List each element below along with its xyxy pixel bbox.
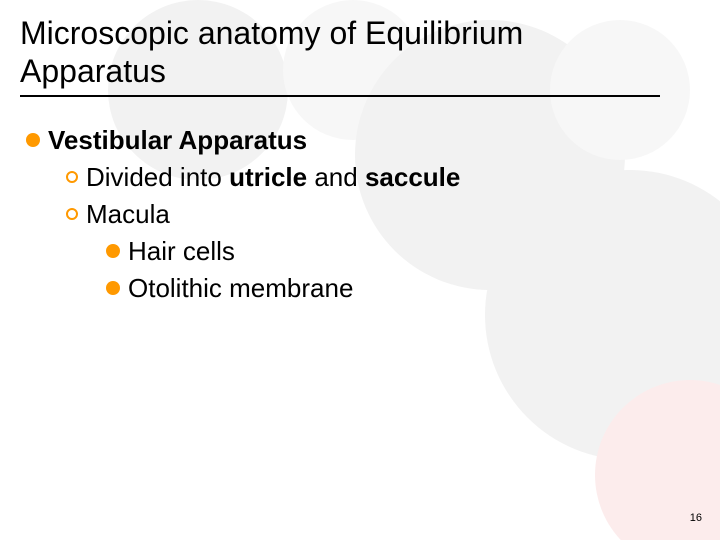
title-line-2: Apparatus (20, 53, 166, 89)
bullet-lvl2-a-text: Divided into utricle and saccule (86, 160, 460, 195)
slide-title: Microscopic anatomy of Equilibrium Appar… (20, 14, 700, 91)
bullet-lvl3-b-text: Otolithic membrane (128, 271, 353, 306)
bullet-lvl2-b: Macula (20, 197, 700, 232)
bullet-lvl3-a: Hair cells (20, 234, 700, 269)
bullet-lvl1-text: Vestibular Apparatus (48, 123, 307, 158)
page-number: 16 (690, 512, 702, 524)
bullet-lvl3-a-text: Hair cells (128, 234, 235, 269)
text-fragment: Divided into (86, 162, 229, 192)
title-line-1: Microscopic anatomy of Equilibrium (20, 15, 523, 51)
disc-bullet-icon (106, 244, 120, 258)
text-fragment: and (307, 162, 365, 192)
text-fragment-bold: utricle (229, 162, 307, 192)
bullet-list: Vestibular Apparatus Divided into utricl… (20, 123, 700, 306)
bullet-lvl2-a: Divided into utricle and saccule (20, 160, 700, 195)
circle-bullet-icon (66, 171, 78, 183)
title-underline (20, 95, 660, 97)
disc-bullet-icon (106, 281, 120, 295)
slide-content: Microscopic anatomy of Equilibrium Appar… (0, 0, 720, 306)
text-fragment-bold: saccule (365, 162, 460, 192)
bullet-lvl3-b: Otolithic membrane (20, 271, 700, 306)
bullet-lvl2-b-text: Macula (86, 197, 170, 232)
circle-bullet-icon (66, 208, 78, 220)
bullet-lvl1: Vestibular Apparatus (20, 123, 700, 158)
disc-bullet-icon (26, 133, 40, 147)
